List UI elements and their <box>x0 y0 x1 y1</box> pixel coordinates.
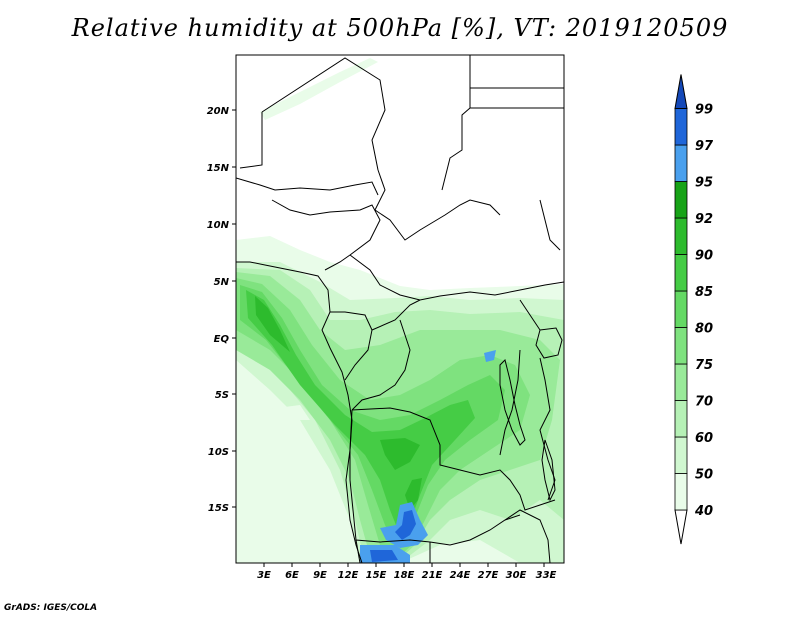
lon-label: 21E <box>422 570 443 581</box>
lat-label: 5S <box>215 390 229 401</box>
colorbar-bin <box>674 181 688 219</box>
colorbar-label: 99 <box>695 103 713 118</box>
colorbar-label: 95 <box>695 176 713 191</box>
border-north-2 <box>441 55 471 191</box>
lat-label: 10N <box>207 220 230 231</box>
lat-label: EQ <box>214 334 230 345</box>
colorbar-bin <box>674 254 688 292</box>
rh-contour-90 <box>255 296 422 510</box>
lon-label: 6E <box>285 570 299 581</box>
lake-malawi <box>541 439 556 502</box>
rh-streak <box>260 58 378 120</box>
border-drc <box>351 349 556 511</box>
country-borders <box>236 55 564 563</box>
colorbar-bin <box>674 400 688 438</box>
border-sudan <box>470 87 564 251</box>
lon-label: 27E <box>478 570 499 581</box>
lat-label: 20N <box>207 106 230 117</box>
humidity-field <box>236 58 564 563</box>
colorbar-label: 97 <box>695 139 714 154</box>
colorbar-bin <box>674 144 688 182</box>
colorbar: 40 50 60 70 75 80 85 90 92 95 97 99 <box>674 74 714 545</box>
lon-label: 24E <box>450 570 471 581</box>
border-east-1 <box>519 299 556 501</box>
border-chad <box>374 169 501 241</box>
border-north-4 <box>236 177 379 196</box>
colorbar-label: 90 <box>695 249 713 264</box>
colorbar-bin <box>674 327 688 365</box>
lon-label: 18E <box>394 570 415 581</box>
colorbar-bin <box>674 217 688 255</box>
lon-label: 12E <box>338 570 359 581</box>
border-angola <box>349 409 521 546</box>
colorbar-bin <box>674 436 688 474</box>
border-car <box>349 254 564 301</box>
lon-label: 30E <box>506 570 527 581</box>
lon-label: 3E <box>257 570 271 581</box>
lat-label: 10S <box>208 447 229 458</box>
colorbar-label: 80 <box>695 322 713 337</box>
lon-label: 15E <box>366 570 387 581</box>
colorbar-label: 85 <box>695 285 713 300</box>
lon-label: 9E <box>313 570 327 581</box>
lake-victoria <box>535 327 563 359</box>
colorbar-bin <box>674 363 688 401</box>
rh-contour-97 <box>370 510 416 562</box>
colorbar-bin <box>674 290 688 328</box>
rh-contour-75 <box>236 278 530 560</box>
colorbar-label: 75 <box>695 358 713 373</box>
lon-axis <box>263 563 545 567</box>
rh-streak-2 <box>262 405 310 420</box>
colorbar-label: 92 <box>695 212 713 227</box>
lon-labels: 3E 6E 9E 12E 15E 18E 21E 24E 27E 30E 33E <box>257 570 556 581</box>
lat-label: 15N <box>207 163 230 174</box>
colorbar-label: 60 <box>695 431 713 446</box>
lat-label: 15S <box>208 503 229 514</box>
lat-labels: 20N 15N 10N 5N EQ 5S 10S 15S <box>207 106 230 514</box>
lat-label: 5N <box>214 277 230 288</box>
colorbar-bin <box>674 108 688 146</box>
colorbar-label: 70 <box>695 395 713 410</box>
colorbar-min-arrow <box>674 509 688 545</box>
border-north-1 <box>261 57 386 171</box>
colorbar-max-arrow <box>674 74 688 109</box>
border-north-3 <box>239 112 263 169</box>
map-frame <box>235 54 565 564</box>
coastline <box>236 261 363 563</box>
border-namibia <box>355 539 431 563</box>
border-sahel <box>271 199 381 271</box>
border-congo <box>351 299 421 411</box>
lon-label: 33E <box>536 570 557 581</box>
lat-axis <box>232 109 236 508</box>
colorbar-label: 50 <box>695 468 713 483</box>
border-zambia <box>504 509 551 563</box>
rh-contour-85 <box>246 290 475 535</box>
colorbar-bin <box>674 473 688 511</box>
colorbar-label: 40 <box>694 504 713 519</box>
map-title: Relative humidity at 500hPa [%], VT: 201… <box>71 14 729 42</box>
lake-tanganyika <box>499 359 526 446</box>
grads-credit: GrADS: IGES/COLA <box>4 603 98 613</box>
